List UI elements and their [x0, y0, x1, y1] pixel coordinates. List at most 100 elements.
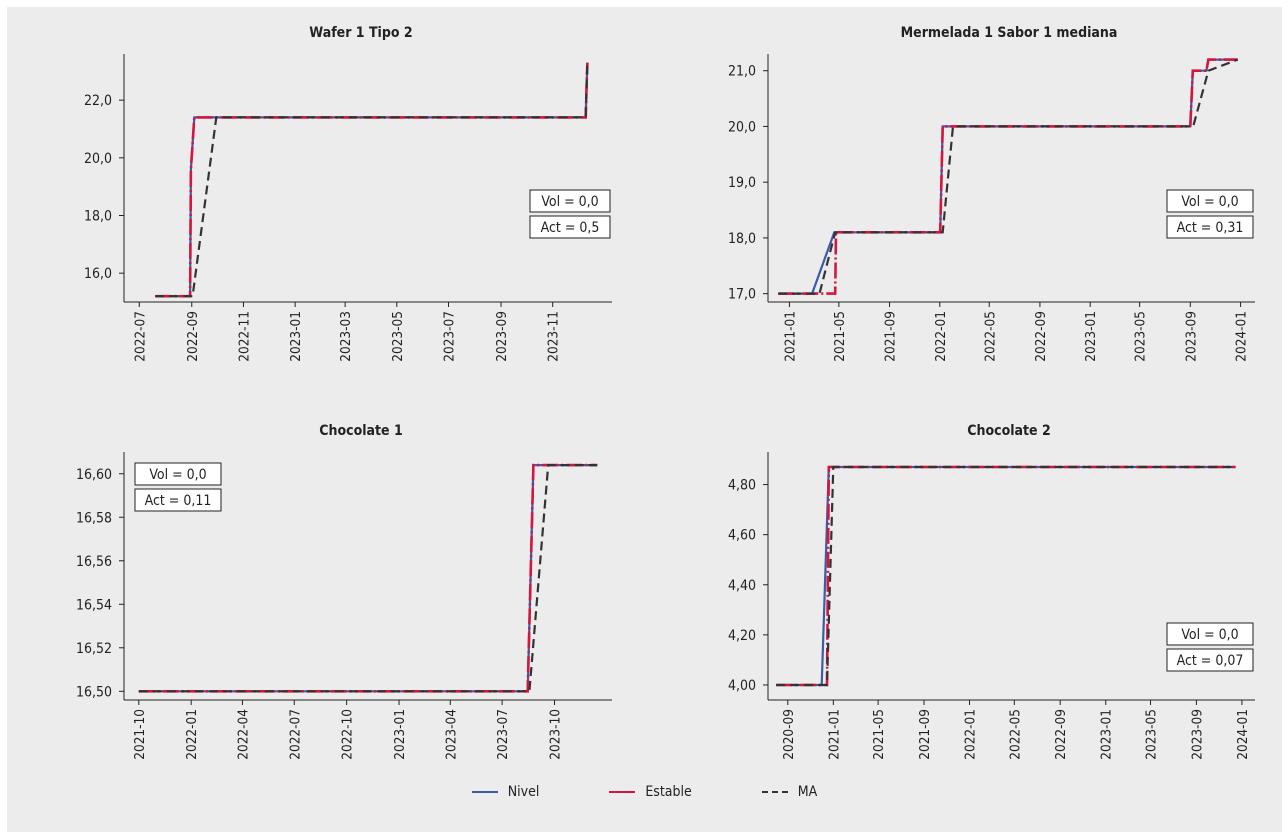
chart1-x-tick-label: 2023-07	[441, 311, 457, 362]
chart1-x-tick-label: 2023-05	[390, 311, 406, 362]
chart2-x-tick-label: 2024-01	[1234, 311, 1250, 362]
chart1-y-tick-label: 16,0	[84, 266, 112, 282]
chart3-x-tick-label: 2023-04	[443, 709, 459, 760]
chart4-x-tick-label: 2022-09	[1053, 709, 1069, 760]
chart4-y-tick-label: 4,40	[728, 578, 756, 594]
chart2-x-tick-label: 2023-01	[1083, 311, 1099, 362]
chart3-title: Chocolate 1	[319, 423, 403, 439]
chart1-annotation-box	[529, 189, 611, 213]
chart2-x-tick-label: 2022-09	[1033, 311, 1049, 362]
chart2-series-ma	[778, 58, 1239, 295]
chart3-y-tick-label: 16,58	[76, 510, 112, 526]
legend-label-nivel: Nivel	[507, 784, 540, 800]
chart3-x-tick-label: 2022-04	[235, 709, 251, 760]
chart1-series-nivel	[155, 62, 589, 298]
chart4-series-ma	[776, 465, 1236, 687]
chart4-x-tick-label: 2022-05	[1007, 709, 1023, 760]
chart4-annotation-label: Vol = 0,0	[1181, 627, 1238, 643]
chart2-y-tick-label: 19,0	[728, 175, 756, 191]
chart3-x-tick-label: 2023-10	[547, 709, 563, 760]
chart2-x-tick-label: 2023-05	[1133, 311, 1149, 362]
legend: Nivel Estable MA	[7, 777, 1282, 807]
chart1-series-ma	[155, 62, 589, 298]
chart1-title: Wafer 1 Tipo 2	[309, 25, 412, 41]
chart2-y-tick-label: 17,0	[728, 287, 756, 303]
chart1-annotation-box	[529, 215, 611, 239]
chart2-y-tick-label: 20,0	[728, 119, 756, 135]
chart2-x-tick-label: 2022-05	[982, 311, 998, 362]
chart4-x-tick-label: 2023-09	[1189, 709, 1205, 760]
chart1-x-tick-label: 2023-09	[494, 311, 510, 362]
chart2-series-nivel	[778, 58, 1238, 295]
chart4-title: Chocolate 2	[967, 423, 1051, 439]
chart4-annotation-box	[1166, 648, 1254, 672]
chart3-y-tick-label: 16,52	[76, 641, 112, 657]
chart2-x-tick-label: 2022-01	[933, 311, 949, 362]
chart3-annotation-label: Vol = 0,0	[149, 467, 206, 483]
chart2-x-tick-label: 2023-09	[1183, 311, 1199, 362]
chart1-x-tick-label: 2023-11	[546, 311, 562, 362]
chart2-x-tick-label: 2021-05	[832, 311, 848, 362]
chart3-y-tick-label: 16,56	[76, 554, 112, 570]
chart3-y-tick-label: 16,60	[76, 467, 112, 483]
chart3-x-tick-label: 2021-10	[132, 709, 148, 760]
legend-item-nivel: Nivel	[471, 784, 540, 800]
chart1-x-tick-label: 2022-07	[132, 311, 148, 362]
chart2-annotation-box	[1166, 189, 1254, 213]
legend-label-estable: Estable	[645, 784, 692, 800]
chart1-y-tick-label: 18,0	[84, 208, 112, 224]
chart4-annotation-label: Act = 0,07	[1177, 653, 1244, 669]
chart2-annotation-box	[1166, 215, 1254, 239]
chart3-y-tick-label: 16,50	[76, 684, 112, 700]
chart4-y-tick-label: 4,80	[728, 478, 756, 494]
legend-swatch-nivel	[471, 791, 498, 793]
chart2-y-tick-label: 18,0	[728, 231, 756, 247]
chart3-x-tick-label: 2022-10	[340, 709, 356, 760]
chart3-x-tick-label: 2023-07	[495, 709, 511, 760]
chart4-x-tick-label: 2020-09	[781, 709, 797, 760]
chart1-x-tick-label: 2023-01	[288, 311, 304, 362]
legend-swatch-estable	[609, 791, 636, 793]
chart1-annotation-label: Act = 0,5	[541, 220, 600, 236]
chart1-y-tick-label: 20,0	[84, 151, 112, 167]
legend-item-estable: Estable	[609, 784, 692, 800]
chart3-y-tick-label: 16,54	[76, 597, 112, 613]
chart4-y-tick-label: 4,60	[728, 528, 756, 544]
chart1-x-tick-label: 2023-03	[338, 311, 354, 362]
chart4-x-tick-label: 2021-05	[871, 709, 887, 760]
chart3-annotation-box	[134, 488, 222, 512]
charts-canvas: Wafer 1 Tipo 2 16,0 18,0 20,0 22,0 2022-07 202…	[76, 25, 1255, 760]
chart2-annotation-label: Vol = 0,0	[1181, 194, 1238, 210]
chart1-annotation-label: Vol = 0,0	[541, 194, 598, 210]
chart4-x-tick-label: 2023-05	[1144, 709, 1160, 760]
chart1-y-tick-label: 22,0	[84, 93, 112, 109]
chart3-annotation-box	[134, 462, 222, 486]
chart2-annotation-label: Act = 0,31	[1177, 220, 1244, 236]
chart4-y-tick-label: 4,00	[728, 678, 756, 694]
legend-item-ma: MA	[761, 784, 818, 800]
chart4-series-estable	[776, 465, 1236, 687]
figure: Wafer 1 Tipo 2 16,0 18,0 20,0 22,0 2022-07 202…	[7, 7, 1282, 832]
legend-swatch-ma	[761, 791, 788, 793]
chart1-series-estable	[155, 62, 589, 298]
chart2-x-tick-label: 2021-09	[883, 311, 899, 362]
legend-label-ma: MA	[797, 784, 818, 800]
chart4-x-tick-label: 2021-01	[826, 709, 842, 760]
chart2-title: Mermelada 1 Sabor 1 mediana	[901, 25, 1118, 41]
chart2-x-tick-label: 2021-01	[782, 311, 798, 362]
chart4-y-tick-label: 4,20	[728, 628, 756, 644]
chart3-x-tick-label: 2023-01	[392, 709, 408, 760]
chart3-series-ma	[138, 464, 598, 693]
chart3-series-estable	[138, 463, 598, 693]
chart2-y-tick-label: 21,0	[728, 64, 756, 80]
chart3-x-tick-label: 2022-01	[184, 709, 200, 760]
chart4-x-tick-label: 2022-01	[963, 709, 979, 760]
chart3-x-tick-label: 2022-07	[287, 709, 303, 760]
chart2-series-estable	[778, 58, 1238, 295]
chart1-x-tick-label: 2022-09	[185, 311, 201, 362]
chart4-x-tick-label: 2021-09	[917, 709, 933, 760]
chart4-x-tick-label: 2023-01	[1099, 709, 1115, 760]
chart3-annotation-label: Act = 0,11	[145, 493, 212, 509]
chart4-x-tick-label: 2024-01	[1235, 709, 1251, 760]
chart1-x-tick-label: 2022-11	[236, 311, 252, 362]
